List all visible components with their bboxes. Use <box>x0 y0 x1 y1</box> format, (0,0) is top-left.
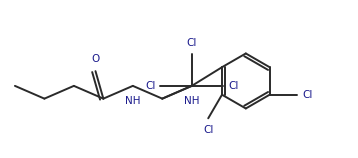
Text: Cl: Cl <box>187 38 197 48</box>
Text: NH: NH <box>125 96 141 106</box>
Text: Cl: Cl <box>145 81 155 91</box>
Text: NH: NH <box>184 96 199 106</box>
Text: Cl: Cl <box>302 90 313 100</box>
Text: O: O <box>91 54 100 64</box>
Text: Cl: Cl <box>228 81 238 91</box>
Text: Cl: Cl <box>203 125 213 135</box>
